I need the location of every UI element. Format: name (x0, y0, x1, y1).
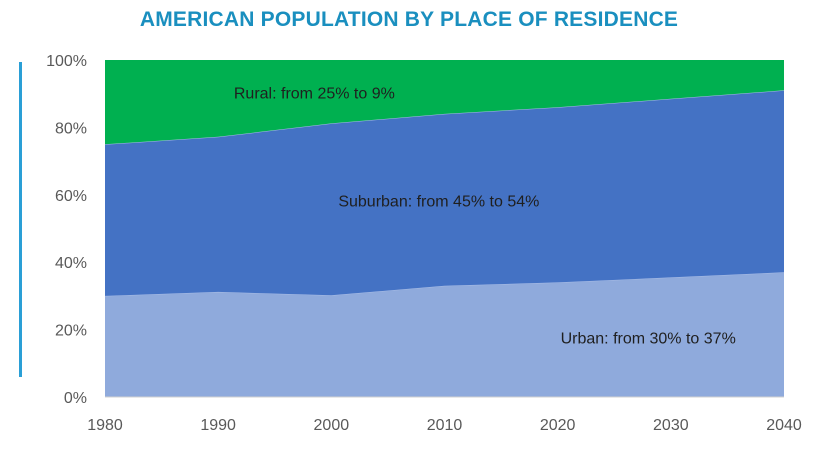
y-tick-label: 100% (46, 53, 87, 70)
y-tick-label: 80% (55, 120, 87, 137)
y-tick-label: 20% (55, 323, 87, 340)
x-tick-label: 2020 (540, 417, 576, 434)
x-tick-label: 2000 (314, 417, 350, 434)
suburban-annotation: Suburban: from 45% to 54% (338, 193, 539, 210)
area-layers (104, 60, 785, 397)
y-tick-label: 60% (55, 188, 87, 205)
urban-annotation: Urban: from 30% to 37% (561, 331, 736, 348)
y-tick-label: 0% (64, 390, 87, 407)
x-tick-label: 2040 (766, 417, 802, 434)
x-tick-labels: 1980 1990 2000 2010 2020 2030 2040 (87, 417, 802, 434)
y-tick-label: 40% (55, 255, 87, 272)
suburban-area (105, 90, 784, 296)
x-tick-label: 1990 (200, 417, 236, 434)
rural-area (105, 60, 784, 145)
y-tick-labels: 0% 20% 40% 60% 80% 100% (46, 53, 87, 407)
urban-area (105, 272, 784, 397)
x-tick-label: 2010 (427, 417, 463, 434)
x-tick-label: 2030 (653, 417, 689, 434)
rural-annotation: Rural: from 25% to 9% (234, 86, 395, 103)
chart-title: AMERICAN POPULATION BY PLACE OF RESIDENC… (139, 8, 679, 31)
x-tick-label: 1980 (87, 417, 123, 434)
accent-bar (19, 62, 22, 377)
annotations: Rural: from 25% to 9% Suburban: from 45% … (234, 86, 736, 348)
